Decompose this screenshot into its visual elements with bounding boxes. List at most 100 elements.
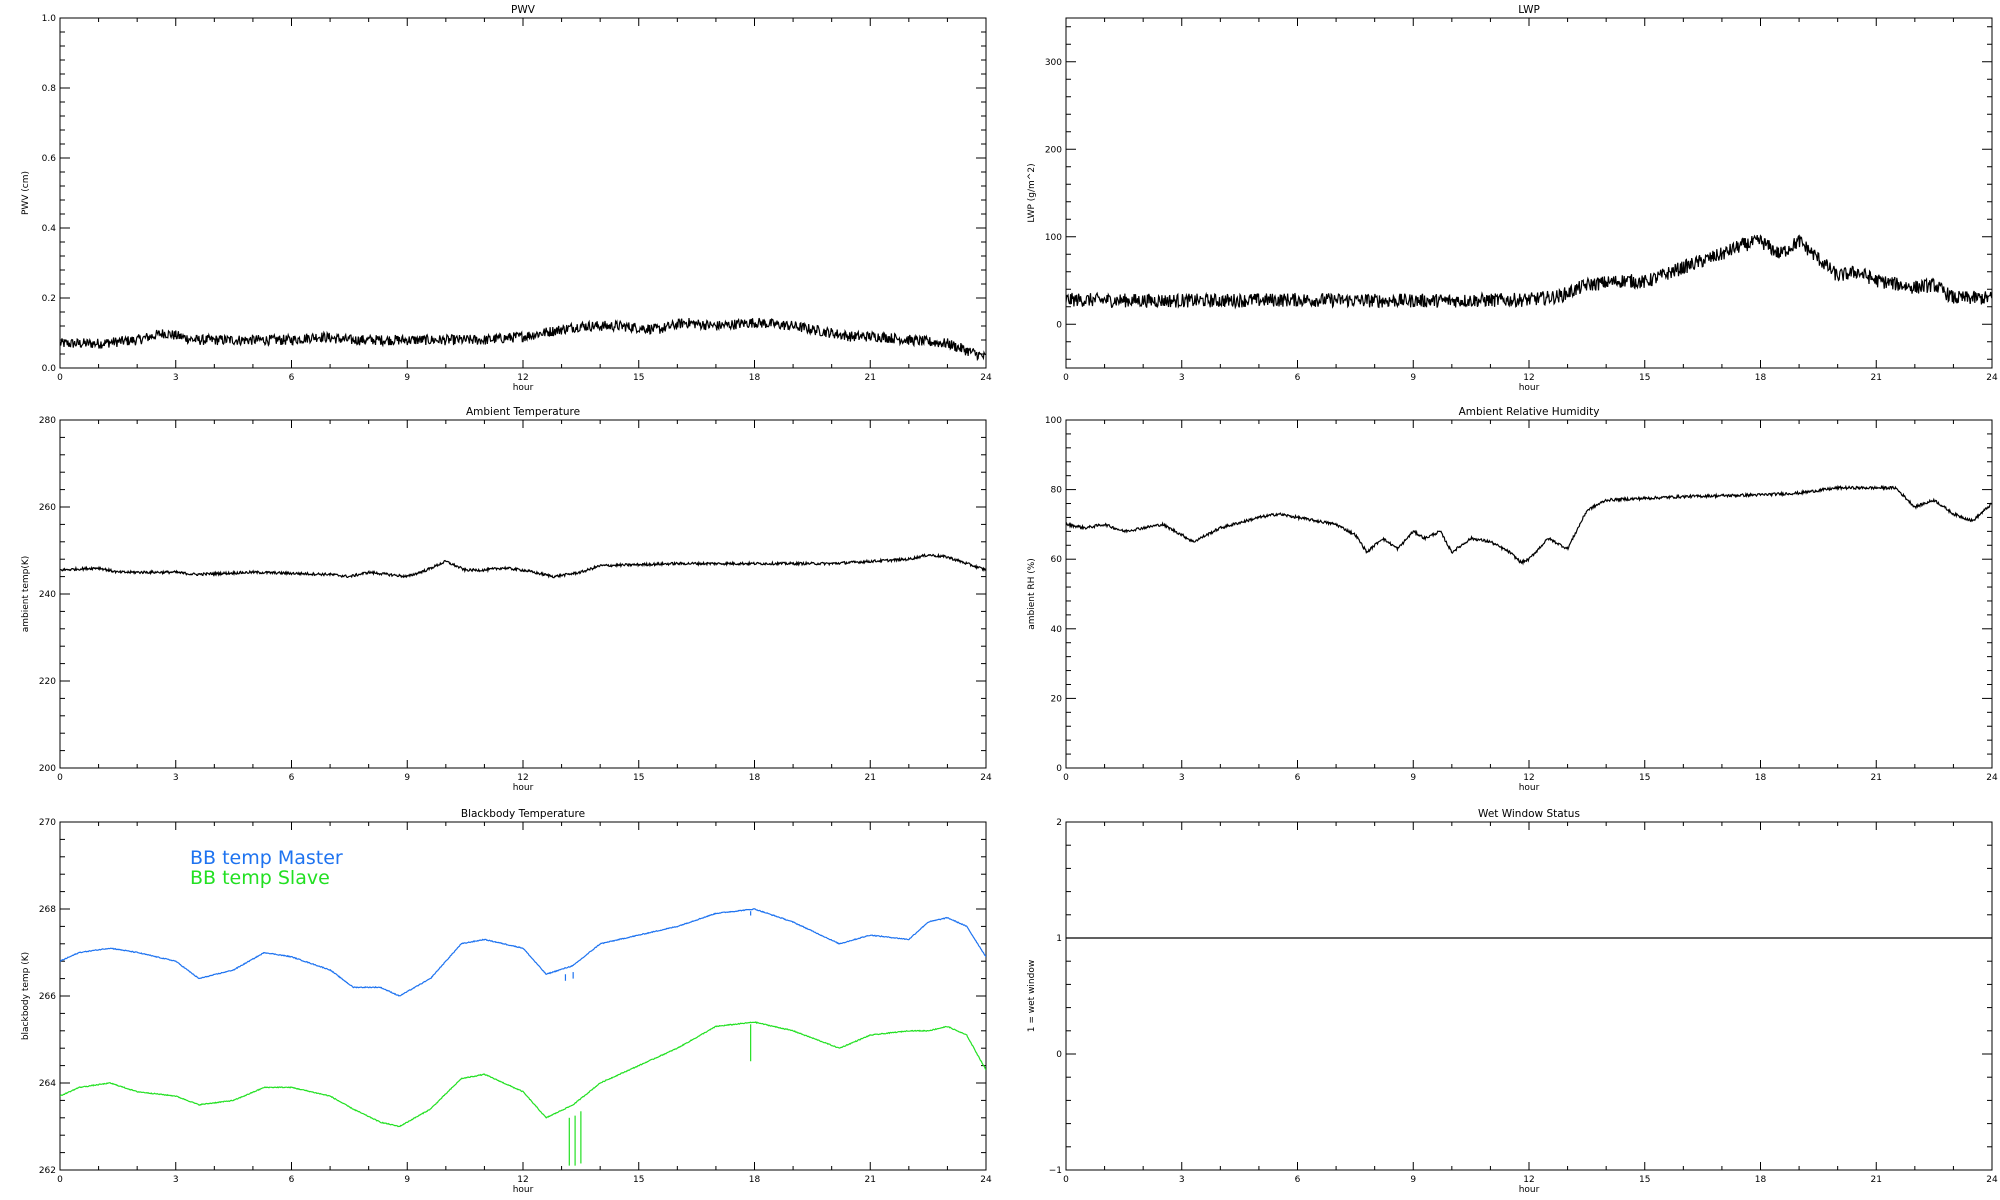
x-tick-label: 9 [1410,1175,1416,1185]
y-tick-label: 260 [39,503,56,513]
y-tick-label: 262 [39,1166,56,1176]
x-tick-label: 24 [1986,373,1998,383]
y-tick-label: 100 [1045,233,1062,243]
series-line-1 [60,908,986,997]
x-axis-label: hour [1519,1185,1540,1195]
y-tick-label: 80 [1051,486,1063,496]
x-tick-label: 24 [1986,773,1998,783]
y-axis-label: LWP (g/m^2) [1027,163,1037,222]
x-axis-label: hour [513,783,534,793]
x-tick-label: 24 [980,373,992,383]
y-axis-label: ambient RH (%) [1027,558,1037,630]
x-tick-label: 18 [1755,773,1767,783]
x-tick-label: 21 [865,773,876,783]
x-tick-label: 21 [865,1175,876,1185]
y-tick-label: 0.2 [42,294,56,304]
x-tick-label: 15 [1639,1175,1650,1185]
x-axis-label: hour [1519,783,1540,793]
plot-area [60,317,986,362]
x-tick-label: 12 [1523,373,1534,383]
chart-panel-4: Ambient Relative Humidity 0 3 6 9 12 15 18 21 24 0… [1027,406,1998,793]
x-tick-label: 24 [980,1175,992,1185]
x-tick-label: 18 [1755,373,1767,383]
x-tick-label: 9 [404,1175,410,1185]
chart-panel-5: Blackbody Temperature 0 3 6 9 12 15 18 21 24 262 26… [21,808,992,1195]
x-tick-label: 6 [289,773,295,783]
y-tick-label: 200 [39,764,56,774]
x-axis-label: hour [1519,383,1540,393]
x-tick-label: 15 [1639,373,1650,383]
x-tick-label: 9 [404,773,410,783]
x-tick-label: 15 [633,773,644,783]
x-tick-label: 6 [289,1175,295,1185]
x-tick-label: 3 [173,1175,179,1185]
y-tick-label: 264 [39,1079,56,1089]
chart-panel-1: PWV 0 3 6 9 12 15 18 21 24 0.0 0.2 0.4 0.6 0.8 1.0 hour P… [21,4,992,393]
legend-entry: BB temp Slave [190,867,330,889]
series-line-1 [1066,234,1992,310]
x-axis-label: hour [513,1185,534,1195]
x-tick-label: 3 [1179,773,1185,783]
y-tick-label: 40 [1051,625,1063,635]
plot-area [1066,484,1992,566]
x-tick-label: 15 [633,373,644,383]
x-tick-label: 0 [1063,1175,1069,1185]
y-tick-label: 200 [1045,145,1062,155]
x-tick-label: 21 [1871,1175,1882,1185]
x-tick-label: 15 [1639,773,1650,783]
y-tick-label: 2 [1056,818,1062,828]
x-tick-label: 0 [57,773,63,783]
y-tick-label: 0 [1056,1050,1062,1060]
y-axis-label: PWV (cm) [21,171,31,215]
x-tick-label: 21 [1871,773,1882,783]
plot-frame [1065,821,1993,1171]
x-tick-label: 18 [1755,1175,1767,1185]
y-tick-label: 0.6 [42,154,57,164]
chart-panel-3: Ambient Temperature 0 3 6 9 12 15 18 21 24 200 220 2… [21,406,992,793]
y-tick-label: 0 [1056,320,1062,330]
x-tick-label: 6 [1295,773,1301,783]
y-tick-label: 280 [39,416,56,426]
chart-title: Wet Window Status [1478,808,1580,820]
x-tick-label: 0 [57,1175,63,1185]
plot-frame [59,17,987,369]
x-tick-label: 9 [404,373,410,383]
legend-entry: BB temp Master [190,847,343,869]
chart-title: LWP [1518,4,1540,16]
x-tick-label: 6 [289,373,295,383]
series-line-1 [60,552,986,579]
series-line-1 [1066,484,1992,566]
x-tick-label: 15 [633,1175,644,1185]
y-tick-label: 1.0 [42,14,57,24]
plot-area [60,552,986,579]
plot-area [1066,234,1992,310]
x-tick-label: 18 [749,773,761,783]
x-tick-label: 3 [1179,1175,1185,1185]
y-tick-label: 0.8 [42,84,57,94]
y-tick-label: 0.4 [42,224,57,234]
x-tick-label: 24 [980,773,992,783]
y-tick-label: 220 [39,677,56,687]
plot-frame [59,419,987,769]
series-line-1 [60,317,986,362]
y-tick-label: −1 [1049,1166,1062,1176]
x-tick-label: 6 [1295,1175,1301,1185]
x-tick-label: 24 [1986,1175,1998,1185]
y-tick-label: 240 [39,590,56,600]
x-tick-label: 21 [865,373,876,383]
x-tick-label: 0 [1063,773,1069,783]
y-tick-label: 100 [1045,416,1062,426]
x-tick-label: 0 [1063,373,1069,383]
chart-title: Ambient Temperature [466,406,580,418]
plot-frame [1065,17,1993,369]
x-tick-label: 6 [1295,373,1301,383]
x-tick-label: 3 [173,373,179,383]
x-tick-label: 12 [1523,773,1534,783]
chart-title: Ambient Relative Humidity [1459,406,1600,418]
chart-panel-2: LWP 0 3 6 9 12 15 18 21 24 0 100 200 300 hour LWP (g/m^… [1027,4,1998,393]
x-tick-label: 3 [173,773,179,783]
x-tick-label: 18 [749,1175,761,1185]
chart-title: PWV [511,4,536,16]
